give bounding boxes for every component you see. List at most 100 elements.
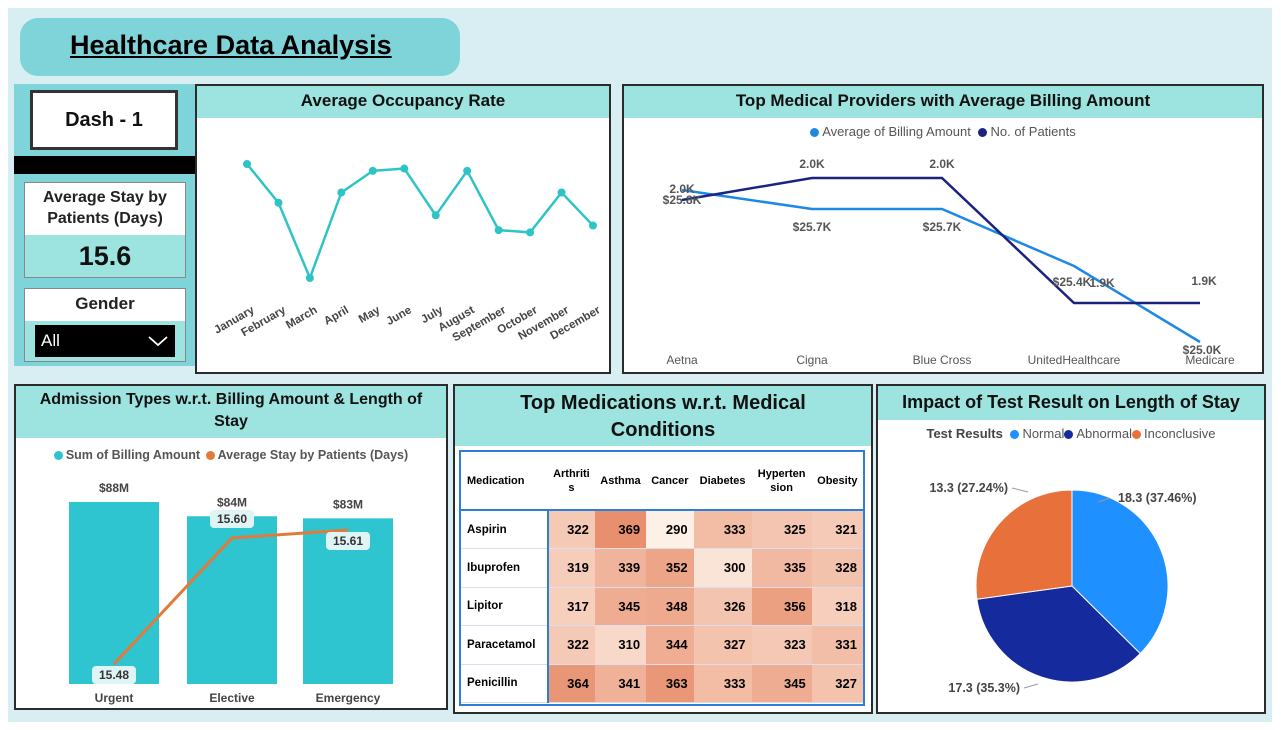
legend-label: Inconclusive [1143,426,1216,441]
title-banner: Healthcare Data Analysis [20,18,460,76]
legend-dot [1064,430,1074,440]
x-tick-label: Medicare [1185,353,1235,367]
billing-data-label: $25.4K [1053,275,1092,289]
bar-value-label: $84M [217,495,247,509]
dash-button[interactable]: Dash - 1 [30,90,178,150]
occupancy-point [305,274,314,282]
x-tick-label: Urgent [95,691,134,705]
table-row: Aspirin 322 369 290 333 325 321 [461,510,863,549]
column-header: Obesity [812,452,863,510]
row-header: Paracetamol [461,625,549,664]
patients-data-label: 1.9K [1089,276,1115,290]
row-header: Ibuprofen [461,548,549,587]
legend-label: Sum of Billing Amount [65,448,201,462]
medications-title: Top Medications w.r.t. Medical Condition… [455,386,871,446]
medications-panel: Top Medications w.r.t. Medical Condition… [453,384,873,714]
legend-label: No. of Patients [990,124,1076,139]
page-title: Healthcare Data Analysis [70,30,392,60]
x-tick-label: Blue Cross [913,353,972,367]
avg-stay-value: 15.6 [25,235,185,277]
patients-data-label: 1.9K [1191,274,1217,288]
table-row: Ibuprofen 319 339 352 300 335 328 [461,548,863,587]
row-header: Penicillin [461,664,549,703]
patients-data-label: 2.0K [929,157,955,171]
legend-dot [1131,430,1141,440]
x-tick-label: April [322,304,351,327]
table-cell: 339 [594,548,647,587]
table-cell: 341 [594,664,647,703]
test-results-legend: Test Results Normal Abnormal Inconclusive [878,426,1264,441]
pie-leader-line [1011,487,1029,493]
billing-data-label: $25.0K [1183,343,1222,357]
table-cell: 290 [646,510,694,549]
table-cell: 356 [751,587,812,626]
test-results-title: Impact of Test Result on Length of Stay [878,386,1264,420]
table-cell: 317 [548,587,595,626]
column-header-text: s [568,481,575,494]
billing-line [681,188,1201,344]
column-header: Arthriti s [548,452,595,510]
legend-item-billing-sum: Sum of Billing Amount [53,448,201,462]
occupancy-point [368,166,377,175]
column-header-text: Obesity [817,474,858,487]
pie-leader-line [1023,683,1039,689]
x-tick-label: May [357,304,383,326]
x-tick-label: Emergency [316,691,381,705]
occupancy-point [557,188,566,197]
column-header-text: Cancer [651,474,689,487]
table-cell: 344 [646,625,694,664]
column-header: Medication [467,474,525,487]
legend-title: Test Results [926,426,1003,441]
pie-slice-inconclusive [975,489,1073,600]
table-cell: 310 [594,625,647,664]
providers-panel: Top Medical Providers with Average Billi… [622,84,1264,374]
table-cell: 333 [693,664,752,703]
avg-stay-label: Average Stay by Patients (Days) [43,189,167,227]
legend-item-abnormal: Abnormal [1064,426,1132,441]
column-header: Hyperten sion [752,452,812,510]
providers-chart: $25.8K $25.7K $25.7K $25.4K $25.0K 2.0K 2.0K 2.… [663,157,1235,367]
occupancy-panel: Average Occupancy Rate January February Ma… [195,84,611,374]
gender-label: Gender [75,294,135,313]
table-cell: 331 [811,625,863,664]
line-label-bg [92,666,136,684]
billing-data-label: $25.7K [923,220,962,234]
gender-dropdown[interactable]: All [35,325,175,357]
table-cell: 322 [548,625,595,664]
legend-item-billing: Average of Billing Amount [810,124,971,139]
chevron-down-icon [148,336,168,347]
providers-title: Top Medical Providers with Average Billi… [624,86,1262,118]
table-cell: 363 [646,664,694,703]
table-cell: 348 [646,587,694,626]
occupancy-point [337,188,346,197]
gender-selected: All [41,331,60,350]
bar-value-label: $88M [99,481,129,495]
table-row: Paracetamol 322 310 344 327 323 331 [461,625,863,664]
column-header-text: Asthma [600,474,641,487]
legend-dot [810,128,820,138]
legend-label: Average of Billing Amount [822,124,971,139]
patients-line [681,176,1200,305]
pie-leader-line [1097,497,1111,503]
column-header: Asthma [595,452,646,510]
occupancy-line [246,163,594,282]
x-tick-label: June [385,304,414,328]
table-cell: 327 [693,625,752,664]
legend-item-avg-stay: Average Stay by Patients (Days) [205,448,408,462]
legend-item-patients: No. of Patients [978,124,1076,139]
test-results-panel: Impact of Test Result on Length of Stay … [876,384,1266,714]
providers-legend: Average of Billing Amount No. of Patient… [624,124,1262,139]
dash-label: Dash - 1 [65,109,143,131]
pie-data-label: 13.3 (27.24%) [929,481,1008,495]
billing-bar [69,502,159,684]
table-cell: 345 [594,587,647,626]
line-value-label: 15.61 [333,534,363,548]
legend-label: Normal [1022,426,1065,441]
legend-label: Abnormal [1076,426,1132,441]
table-cell: 328 [811,548,863,587]
legend-dot [978,128,988,138]
table-cell: 326 [693,587,752,626]
row-header: Lipitor [461,587,549,626]
patients-data-label: 2.0K [669,182,695,196]
